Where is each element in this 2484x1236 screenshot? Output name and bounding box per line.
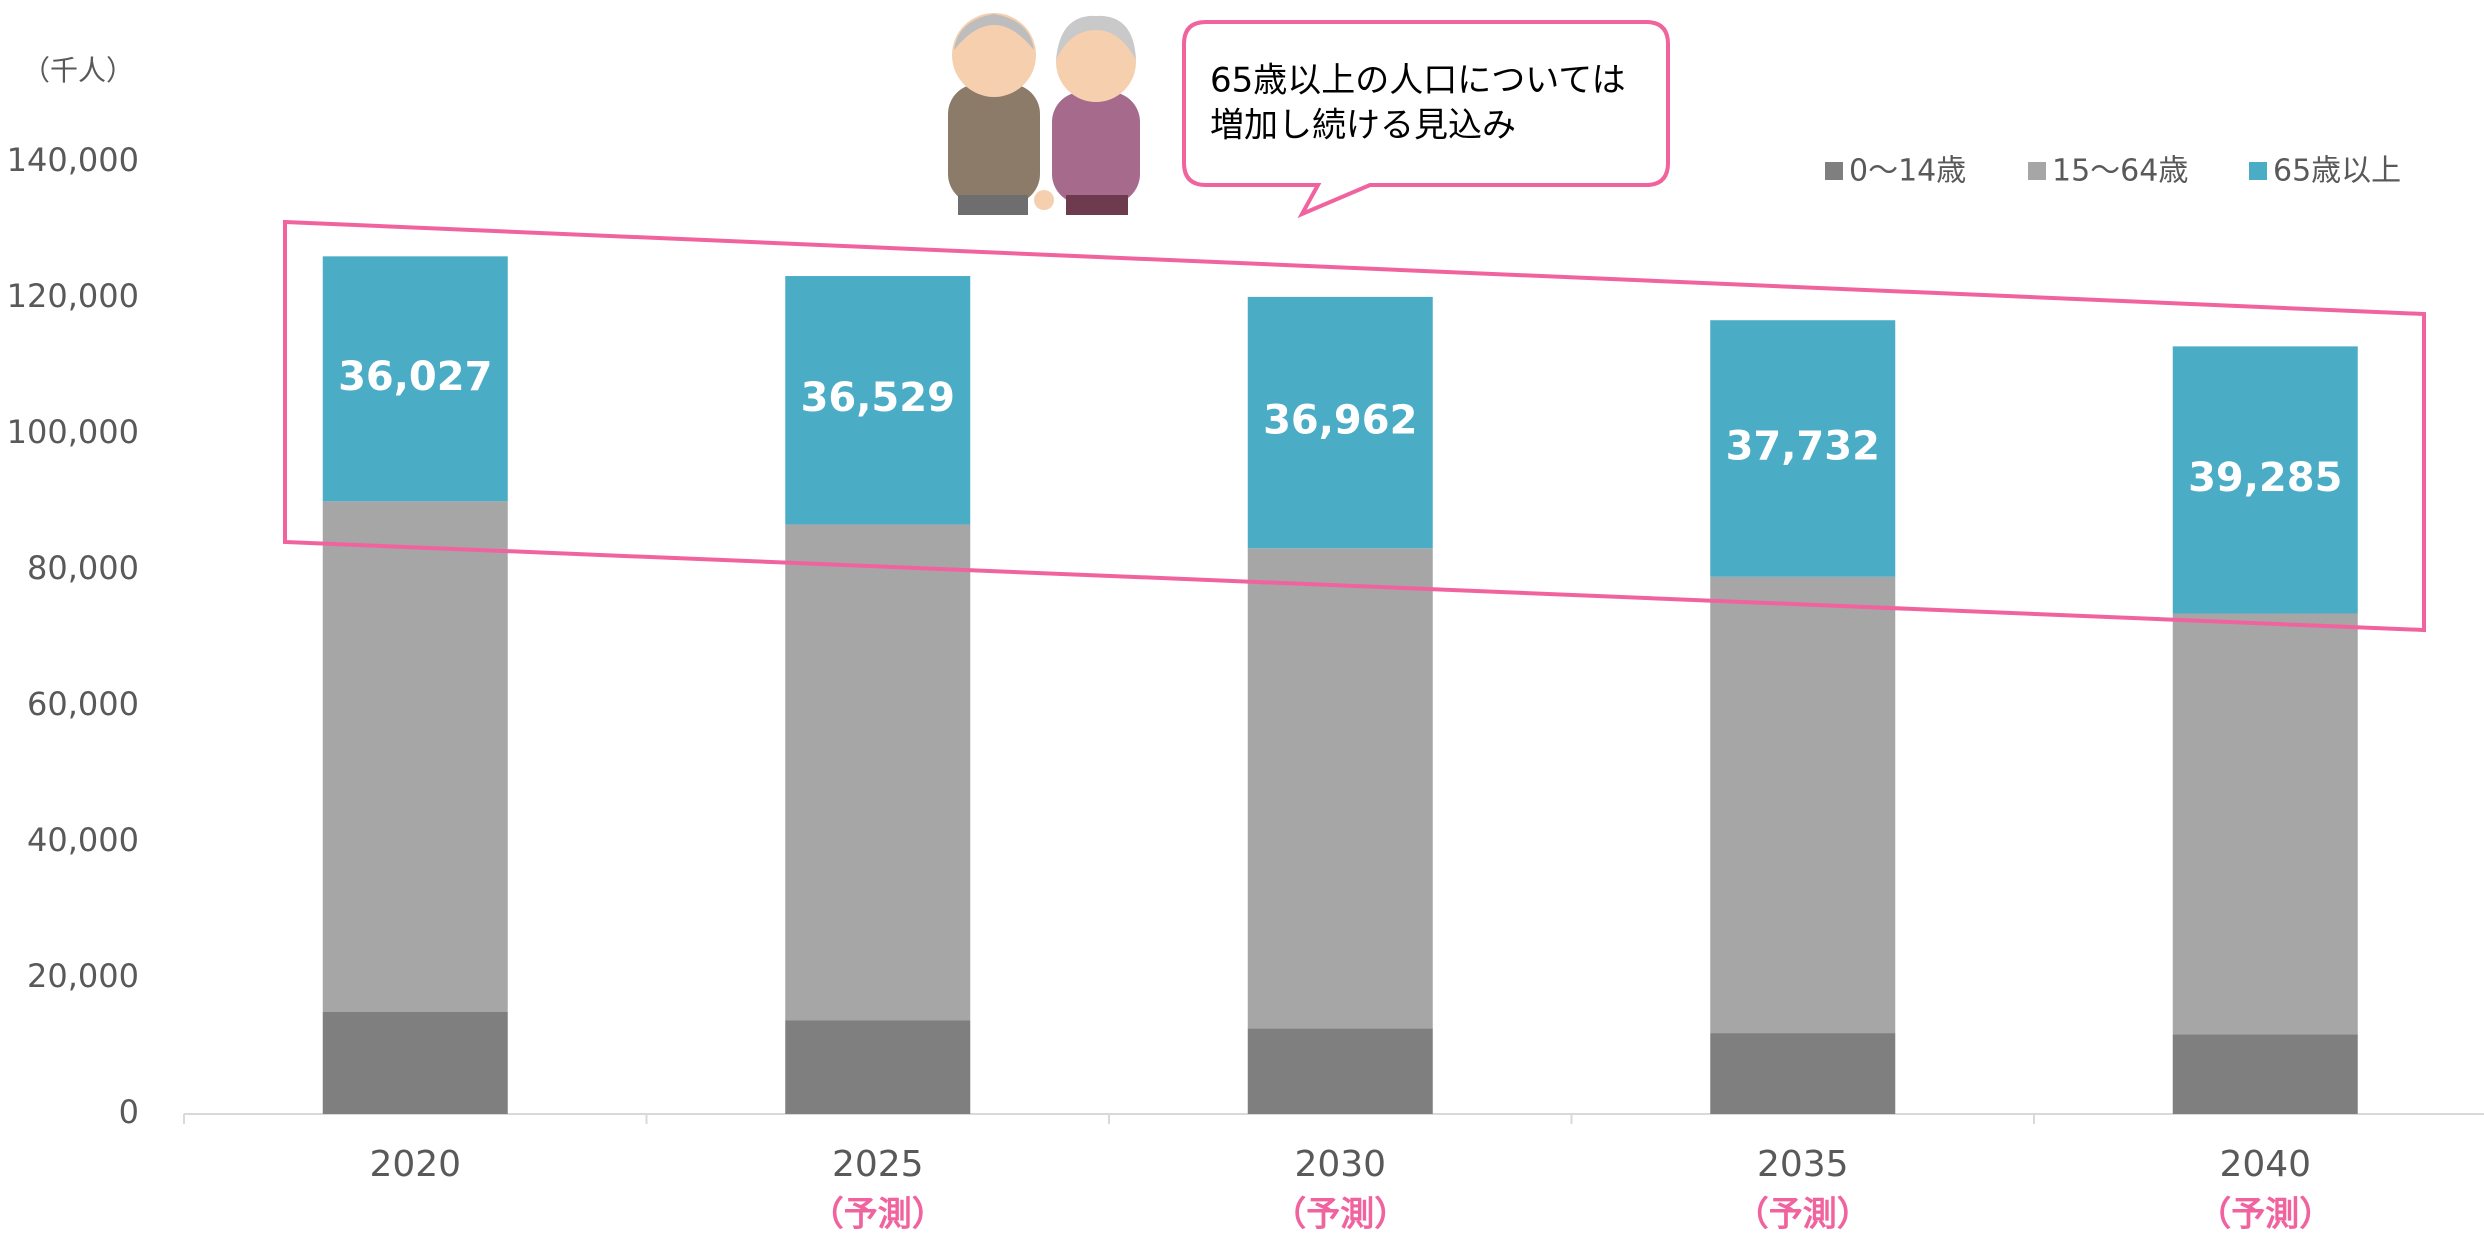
- bar-segment: [323, 501, 508, 1012]
- y-tick-label: 100,000: [7, 413, 139, 451]
- unit-label: （千人）: [22, 54, 134, 87]
- value-label: 37,732: [1726, 424, 1880, 470]
- annotation: 増加し続ける見込み: [1210, 106, 1516, 146]
- x-tick-label: 2035: [1757, 1144, 1849, 1185]
- x-tick-label: 2040: [2219, 1144, 2311, 1185]
- legend-label: 0～14歳: [1849, 154, 1966, 189]
- legend-label: 15～64歳: [2052, 154, 2188, 189]
- bar-segment: [2173, 1034, 2358, 1114]
- category-note: （予測）: [1735, 1195, 1871, 1235]
- plot: 0 20,000 40,000 60,000 80,000 100,000 120,000 1…: [7, 141, 2484, 1235]
- legend-swatch: [2028, 162, 2046, 180]
- bar-segment: [323, 1012, 508, 1114]
- category-note: （予測）: [1272, 1195, 1408, 1235]
- legend-swatch: [2249, 162, 2267, 180]
- chart: （千人） 65歳以上の人口については 増加し続ける見込み 0 20,000 40,0…: [0, 0, 2484, 1236]
- category-note: （予測）: [2197, 1195, 2333, 1235]
- bar-segment: [1248, 1028, 1433, 1114]
- y-tick-label: 120,000: [7, 277, 139, 315]
- illustration: [948, 13, 1140, 215]
- bar-segment: [785, 1020, 970, 1114]
- value-label: 39,285: [2188, 455, 2342, 501]
- y-tick-label: 80,000: [27, 549, 139, 587]
- category-note: （予測）: [810, 1195, 946, 1235]
- legend-swatch: [1825, 162, 1843, 180]
- bar-segment: [1710, 577, 1895, 1033]
- x-tick-label: 2025: [832, 1144, 924, 1185]
- value-label: 36,027: [338, 354, 492, 400]
- x-tick-label: 2030: [1294, 1144, 1386, 1185]
- legend-label: 65歳以上: [2273, 154, 2401, 189]
- bar-segment: [1248, 548, 1433, 1028]
- y-tick-label: 0: [119, 1093, 139, 1131]
- y-tick-label: 40,000: [27, 821, 139, 859]
- y-tick-label: 140,000: [7, 141, 139, 179]
- y-tick-label: 60,000: [27, 685, 139, 723]
- bar-segment: [785, 524, 970, 1020]
- value-label: 36,529: [801, 375, 955, 421]
- y-tick-label: 20,000: [27, 957, 139, 995]
- value-label: 36,962: [1263, 398, 1417, 444]
- x-tick-label: 2020: [369, 1144, 461, 1185]
- annotation: 65歳以上の人口については: [1210, 61, 1626, 101]
- bar-segment: [2173, 614, 2358, 1035]
- bar-segment: [1710, 1033, 1895, 1114]
